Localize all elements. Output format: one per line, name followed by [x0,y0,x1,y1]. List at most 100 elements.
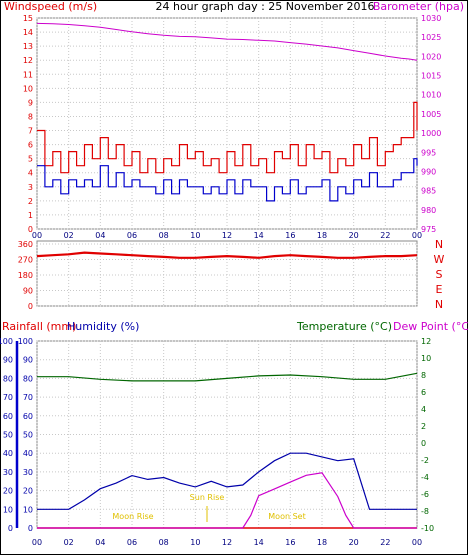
humidity-tick-8: 80 [23,374,33,383]
temperature-tick-10: 10 [421,354,431,363]
windspeed-tick-3: 3 [28,183,33,192]
graph-title: 24 hour graph day : 25 November 2016 [155,0,374,13]
humidity-tick-2: 20 [23,487,33,496]
humidity-tick-7: 70 [23,393,33,402]
x-tick-12: 00 [412,538,422,547]
temperature-tick-5: 0 [421,439,426,448]
direction-tick-2: 90 [23,287,33,296]
x-tick-11: 22 [380,538,390,547]
barometer-tick-5: 1000 [421,129,441,138]
humidity-axis-label: Humidity (%) [67,320,139,333]
barometer-tick-2: 985 [421,187,436,196]
barometer-tick-6: 1005 [421,110,441,119]
windspeed-tick-12: 12 [23,56,33,65]
humidity-ticks: 0 10 20 30 40 50 60 70 80 90 100 [18,337,33,533]
x-tick-0: 00 [32,538,42,547]
wind-average-line [37,158,418,202]
temperature-tick-1: -8 [421,507,429,516]
windspeed-tick-0: 0 [28,225,33,234]
humidity-tick-5: 50 [23,431,33,440]
compass-label-1: W [434,253,445,266]
rainfall-tick-5: 50 [3,431,13,440]
windspeed-tick-4: 4 [28,169,33,178]
temperature-tick-0: -10 [421,524,434,533]
windspeed-tick-8: 8 [28,112,33,121]
direction-degree-ticks: 0 90 180 270 360 [18,240,33,311]
rainfall-tick-6: 60 [3,412,13,421]
x-tick-2: 04 [95,231,105,240]
temperature-tick-2: -6 [421,490,429,499]
windspeed-axis-label: Windspeed (m/s) [4,0,97,13]
x-tick-1: 02 [64,231,74,240]
x-tick-6: 12 [222,538,232,547]
x-tick-4: 08 [159,538,169,547]
x-tick-4: 08 [159,231,169,240]
x-tick-10: 20 [349,231,359,240]
rainfall-tick-10: 100 [0,337,13,346]
humidity-tick-4: 40 [23,449,33,458]
compass-label-2: S [436,268,443,281]
barometer-tick-8: 1015 [421,72,441,81]
x-tick-6: 12 [222,231,232,240]
windspeed-tick-2: 2 [28,197,33,206]
temperature-tick-3: -4 [421,473,429,482]
rainfall-tick-8: 80 [3,374,13,383]
windspeed-tick-7: 7 [28,127,33,136]
barometer-axis-label: Barometer (hpa) [373,0,464,13]
barometer-ticks: 975 980 985 990 995 1000 1005 1010 1015 1020 1025 1… [421,14,441,234]
rainfall-tick-2: 20 [3,487,13,496]
rainfall-tick-3: 30 [3,468,13,477]
compass-label-4: N [435,298,443,311]
x-tick-1: 02 [64,538,74,547]
x-tick-2: 04 [95,538,105,547]
rainfall-ticks: 0 10 20 30 40 50 60 70 80 90 100 [0,337,13,533]
windspeed-tick-5: 5 [28,155,33,164]
x-tick-8: 16 [285,231,295,240]
temperature-tick-4: -2 [421,456,429,465]
barometer-tick-3: 990 [421,167,436,176]
x-tick-11: 22 [380,231,390,240]
x-tick-7: 14 [254,538,264,547]
rainfall-tick-9: 90 [3,356,13,365]
temperature-axis-label: Temperature (°C) [296,320,392,333]
windspeed-tick-13: 13 [23,42,33,51]
temperature-line [37,372,418,382]
direction-tick-4: 180 [18,271,33,280]
barometer-tick-7: 1010 [421,91,441,100]
wind-x-ticks: 00 02 04 06 08 10 12 14 16 18 20 22 00 [32,231,422,240]
windspeed-tick-11: 11 [23,70,33,79]
wind-gust-line [37,101,418,174]
humidity-tick-6: 60 [23,412,33,421]
barometer-line [36,22,418,61]
temperature-tick-7: 4 [421,405,426,414]
x-tick-8: 16 [285,538,295,547]
x-tick-0: 00 [32,231,42,240]
rainfall-tick-4: 40 [3,449,13,458]
dewpoint-axis-label: Dew Point (°C) [393,320,468,333]
windspeed-tick-1: 1 [28,211,33,220]
climate-x-ticks: 00 02 04 06 08 10 12 14 16 18 20 22 00 [32,538,422,547]
temperature-tick-6: 2 [421,422,426,431]
barometer-tick-1: 980 [421,206,436,215]
windspeed-tick-15: 15 [23,14,33,23]
temperature-ticks: -10 -8 -6 -4 -2 0 2 4 6 8 10 12 [421,337,434,533]
x-tick-9: 18 [317,538,327,547]
compass-label-0: N [435,238,443,251]
moon-rise-label: Moon Rise [112,512,153,521]
wind-direction-line [36,251,418,259]
rainfall-tick-0: 0 [8,524,13,533]
temperature-tick-8: 6 [421,388,426,397]
x-tick-3: 06 [127,231,137,240]
barometer-tick-0: 975 [421,225,436,234]
x-tick-5: 10 [190,538,200,547]
x-tick-9: 18 [317,231,327,240]
temperature-tick-9: 8 [421,371,426,380]
x-tick-7: 14 [254,231,264,240]
compass-label-3: E [436,283,443,296]
humidity-tick-0: 0 [28,524,33,533]
moon-set-label: Moon Set [268,512,305,521]
